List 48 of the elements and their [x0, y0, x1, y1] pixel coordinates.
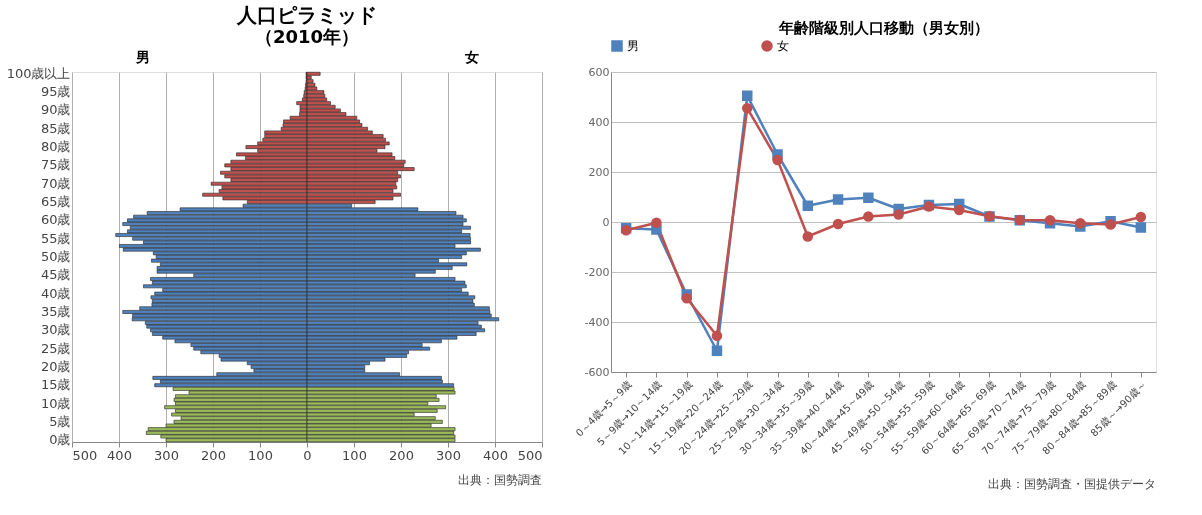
chart-title: 人口ピラミッド: [236, 3, 377, 27]
legend-label: 女: [777, 39, 789, 53]
y-tick-label: 600: [588, 65, 610, 79]
y-tick-label: 80歳: [40, 139, 71, 155]
x-tick-label: 500: [517, 447, 543, 463]
y-tick-label: 55歳: [40, 230, 71, 246]
x-tick-label: 300: [436, 447, 461, 463]
x-tick-label: 100: [248, 447, 273, 463]
y-tick-label: 15歳: [40, 377, 71, 393]
y-tick-label: 5歳: [49, 413, 71, 429]
chart-subtitle: （2010年）: [254, 26, 360, 47]
y-tick-label: 10歳: [40, 395, 71, 411]
source-note: 出典：国勢調査・国提供データ: [988, 477, 1156, 491]
y-tick-label: 25歳: [40, 340, 71, 356]
y-tick-label: 50歳: [40, 249, 71, 264]
y-tick-label: 90歳: [40, 102, 71, 118]
x-tick-label: 200: [201, 447, 226, 463]
y-tick-label: 70歳: [40, 175, 71, 191]
y-tick-label: 60歳: [40, 212, 71, 228]
y-tick-label: 30歳: [40, 322, 71, 338]
y-tick-label: 95歳: [40, 84, 71, 100]
x-tick-label: 500: [72, 447, 98, 463]
x-tick-label: 400: [483, 447, 508, 463]
x-tick-label: 100: [342, 447, 367, 463]
y-tick-label: -200: [584, 265, 610, 279]
text: 女: [463, 49, 479, 65]
y-tick-label: 0: [602, 215, 610, 229]
y-tick-label: 45歳: [40, 267, 71, 283]
y-tick-label: 200: [588, 165, 610, 179]
y-tick-label: 40歳: [40, 285, 71, 301]
x-tick-label: 200: [389, 447, 414, 463]
source-note: 出典：国勢調査: [458, 473, 542, 487]
y-tick-label: 20歳: [40, 358, 71, 374]
y-tick-label: 35歳: [40, 303, 71, 319]
text: 男: [134, 49, 150, 65]
chart-title: 年齢階級別人口移動（男女別）: [777, 19, 989, 37]
y-tick-label: 65歳: [40, 194, 71, 210]
x-tick-label: 400: [107, 447, 132, 463]
y-tick-label: -400: [584, 315, 610, 329]
x-tick-label: 0: [303, 447, 312, 463]
y-tick-label: 100歳以上: [6, 65, 71, 81]
y-tick-label: 85歳: [40, 120, 71, 136]
x-tick-label: 300: [154, 447, 179, 463]
y-tick-label: -600: [584, 365, 610, 379]
legend-label: 男: [627, 39, 639, 53]
y-tick-label: 0歳: [49, 432, 71, 448]
y-tick-label: 75歳: [40, 157, 71, 173]
y-tick-label: 400: [588, 115, 610, 129]
